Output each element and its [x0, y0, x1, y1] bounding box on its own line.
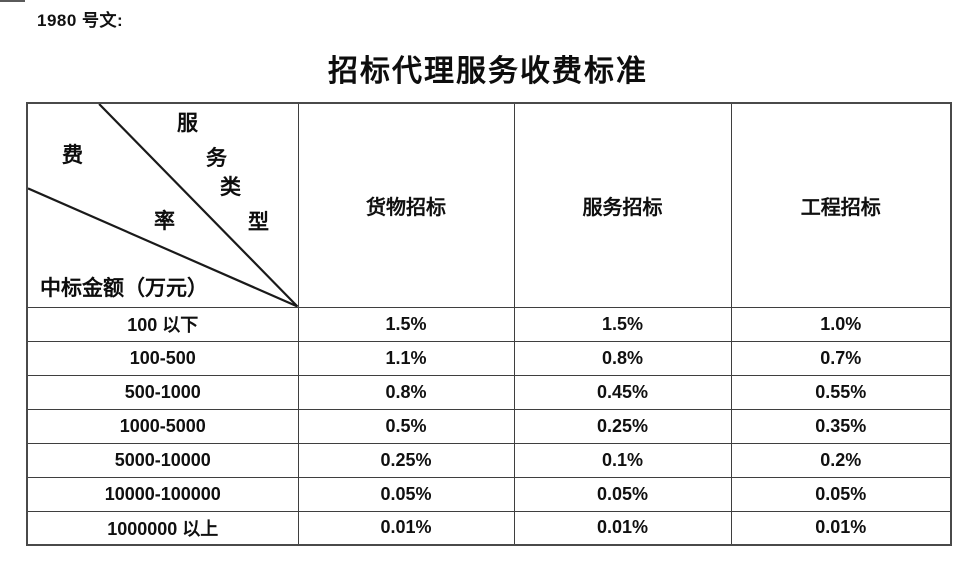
rate-value: 0.2%	[730, 442, 952, 478]
corner-fee-axis-char: 费	[62, 143, 83, 167]
table-row: 100 以下 1.5% 1.5% 1.0%	[26, 306, 952, 342]
rate-value: 1.5%	[297, 306, 515, 342]
rate-value: 0.8%	[297, 374, 515, 410]
doc-number-label: 1980 号文:	[37, 11, 124, 30]
rate-value: 0.05%	[730, 476, 952, 512]
table-row: 1000000 以上 0.01% 0.01% 0.01%	[26, 510, 952, 546]
column-header-service-tender: 服务招标	[513, 102, 732, 308]
corner-row-axis-label: 中标金额（万元）	[40, 276, 208, 300]
corner-type-axis-char: 型	[248, 210, 269, 234]
table-row: 10000-100000 0.05% 0.05% 0.05%	[26, 476, 952, 512]
diagonal-divider-lines-icon	[28, 104, 298, 307]
rate-value: 0.25%	[513, 408, 732, 444]
rate-value: 0.1%	[513, 442, 732, 478]
rate-value: 0.55%	[730, 374, 952, 410]
table-header-row: 服 务 类 型 费 率 中标金额（万元） 货物招标 服务招标 工程招标	[26, 102, 952, 308]
rate-value: 0.01%	[730, 510, 952, 546]
rate-value: 1.0%	[730, 306, 952, 342]
corner-type-axis-char: 类	[220, 175, 241, 199]
page-edge-mark	[0, 0, 25, 2]
corner-type-axis-char: 服	[177, 111, 198, 135]
rate-value: 1.5%	[513, 306, 732, 342]
table-row: 100-500 1.1% 0.8% 0.7%	[26, 340, 952, 376]
rate-value: 0.8%	[513, 340, 732, 376]
table-row: 1000-5000 0.5% 0.25% 0.35%	[26, 408, 952, 444]
rate-value: 0.01%	[297, 510, 515, 546]
rate-value: 0.5%	[297, 408, 515, 444]
rate-value: 0.35%	[730, 408, 952, 444]
row-label: 500-1000	[26, 374, 299, 410]
row-label: 5000-10000	[26, 442, 299, 478]
table-row: 5000-10000 0.25% 0.1% 0.2%	[26, 442, 952, 478]
rate-value: 0.7%	[730, 340, 952, 376]
row-label: 1000000 以上	[26, 510, 299, 546]
rate-value: 0.05%	[513, 476, 732, 512]
row-label: 100 以下	[26, 306, 299, 342]
corner-cell-content: 服 务 类 型 费 率 中标金额（万元）	[28, 104, 298, 307]
rate-value: 0.05%	[297, 476, 515, 512]
rate-value: 0.01%	[513, 510, 732, 546]
corner-fee-axis-char: 率	[154, 209, 175, 233]
corner-type-axis-char: 务	[206, 146, 227, 170]
rate-value: 0.45%	[513, 374, 732, 410]
column-header-engineering-tender: 工程招标	[730, 102, 952, 308]
fee-rate-table: 服 务 类 型 费 率 中标金额（万元） 货物招标 服务招标 工程招标 100 …	[26, 102, 952, 546]
row-label: 1000-5000	[26, 408, 299, 444]
table-corner-cell: 服 务 类 型 费 率 中标金额（万元）	[26, 102, 299, 308]
column-header-goods-tender: 货物招标	[297, 102, 515, 308]
rate-value: 0.25%	[297, 442, 515, 478]
page-title: 招标代理服务收费标准	[328, 55, 648, 88]
rate-value: 1.1%	[297, 340, 515, 376]
row-label: 10000-100000	[26, 476, 299, 512]
row-label: 100-500	[26, 340, 299, 376]
table-row: 500-1000 0.8% 0.45% 0.55%	[26, 374, 952, 410]
